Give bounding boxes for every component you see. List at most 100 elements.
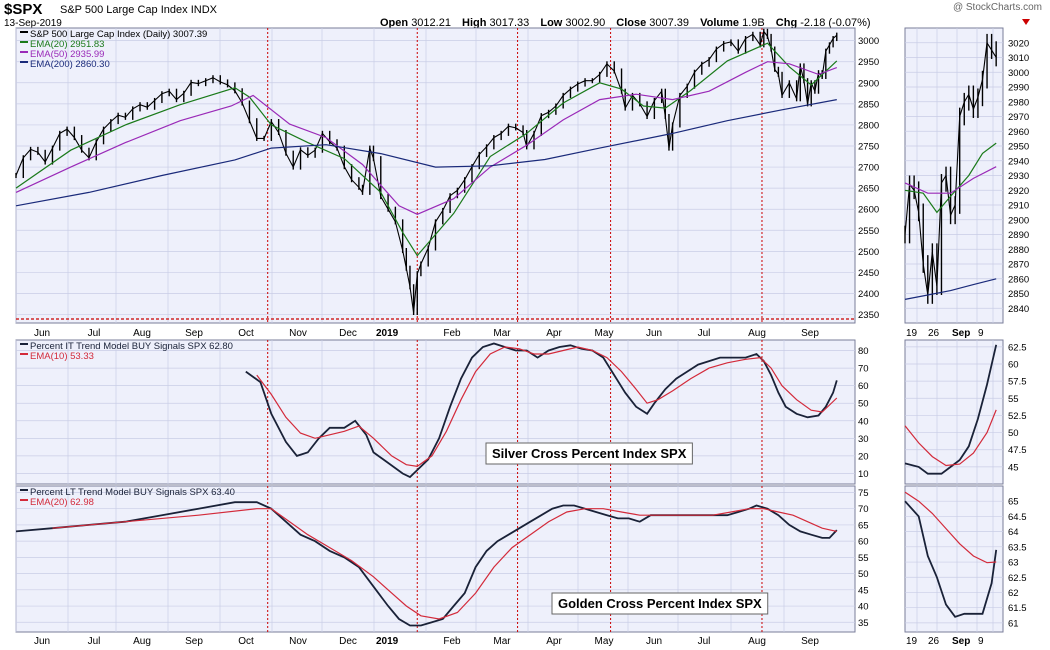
price_zoom-y-tick-label: 2910 — [1008, 201, 1029, 212]
price-ema20-line — [15, 42, 838, 257]
price-y-tick-label: 2950 — [858, 57, 879, 68]
silver_cross-ema-line — [256, 346, 838, 468]
month-label: Sep — [801, 636, 819, 647]
silver_zoom-y-tick-label: 55 — [1008, 394, 1019, 405]
price_zoom-y-tick-label: 2880 — [1008, 245, 1029, 256]
price-legend-swatch — [20, 31, 28, 33]
zoom-date-label: 9 — [978, 636, 984, 647]
price-legend-swatch — [20, 51, 28, 53]
price-legend-swatch — [20, 61, 28, 63]
price_zoom-y-tick-label: 2850 — [1008, 289, 1029, 300]
close-value: 3007.39 — [649, 17, 690, 29]
price_zoom-ema20-line — [904, 142, 997, 214]
golden_cross-signal-line — [15, 501, 838, 627]
silver_cross-panel: 10 20 30 40 50 60 70 80 — [15, 339, 869, 485]
price_zoom-y-tick-label: 2920 — [1008, 186, 1029, 197]
price-ema200-line — [15, 99, 837, 207]
month-label: Aug — [748, 636, 766, 647]
silver_cross-y-tick-label: 80 — [858, 346, 869, 357]
price-ema50-line — [15, 61, 838, 215]
brand-watermark: @ StockCharts.com — [952, 2, 1042, 13]
price_zoom-y-tick-label: 2930 — [1008, 171, 1029, 182]
month-label: Mar — [493, 328, 511, 339]
price_zoom-y-tick-label: 2990 — [1008, 83, 1029, 94]
silver_cross-y-tick-label: 10 — [858, 469, 869, 480]
golden_zoom-y-tick-label: 64 — [1008, 527, 1019, 538]
golden_zoom-plot-area — [904, 485, 1004, 633]
silver_zoom-panel: 45 47.5 50 52.5 55 57.5 60 62.5 — [904, 339, 1027, 485]
golden_zoom-signal-line — [904, 500, 998, 618]
price_zoom-ema50-line — [904, 166, 997, 194]
zoom-date-label: Sep — [952, 328, 970, 339]
quote-bar: Open 3012.21 High 3017.33 Low 3002.90 Cl… — [380, 17, 879, 29]
low-value: 3002.90 — [565, 17, 606, 29]
price_zoom-y-tick-label: 2950 — [1008, 142, 1029, 153]
price-y-tick-label: 2350 — [858, 310, 879, 321]
golden_cross-y-tick-label: 35 — [858, 618, 869, 629]
zoom-date-label: 26 — [928, 328, 940, 339]
month-label: Apr — [546, 636, 562, 647]
month-label: Nov — [289, 328, 307, 339]
price-y-tick-label: 2500 — [858, 247, 879, 258]
month-label: Feb — [443, 636, 461, 647]
month-label: Aug — [133, 636, 151, 647]
price-plot-area — [15, 27, 856, 324]
golden_zoom-y-tick-label: 61.5 — [1008, 603, 1027, 614]
golden_cross-legend-swatch — [20, 489, 28, 491]
silver_zoom-y-tick-label: 47.5 — [1008, 445, 1027, 456]
month-label: Jul — [698, 636, 711, 647]
golden_zoom-y-tick-label: 61 — [1008, 618, 1019, 629]
golden_cross-ema-line — [52, 508, 837, 620]
golden_cross-y-tick-label: 70 — [858, 504, 869, 515]
month-label: Jun — [34, 328, 50, 339]
month-label: 2019 — [376, 328, 399, 339]
month-label: Mar — [493, 636, 511, 647]
price_zoom-ema200-line — [904, 278, 997, 300]
price-y-tick-label: 2600 — [858, 205, 879, 216]
month-label: Sep — [185, 328, 203, 339]
price-y-tick-label: 2650 — [858, 184, 879, 195]
silver_cross-annotation-box — [485, 442, 693, 465]
index-name: S&P 500 Large Cap Index INDX — [60, 4, 217, 16]
month-label: Jul — [88, 328, 101, 339]
price-legend-swatch — [20, 41, 28, 43]
price-price-line — [15, 30, 838, 313]
silver_cross-y-tick-label: 40 — [858, 416, 869, 427]
price-legend-label: EMA(20) 2951.83 — [30, 39, 104, 50]
month-label: Oct — [238, 328, 254, 339]
price-y-tick-label: 2750 — [858, 142, 879, 153]
low-label: Low — [540, 17, 563, 29]
month-label: Jul — [698, 328, 711, 339]
price_zoom-y-tick-label: 2890 — [1008, 230, 1029, 241]
zoom-date-label: 9 — [978, 328, 984, 339]
silver_cross-legend-swatch — [20, 353, 28, 355]
price_zoom-y-tick-label: 2860 — [1008, 274, 1029, 285]
golden_cross-annotation-box — [551, 592, 769, 615]
price-legend-label: S&P 500 Large Cap Index (Daily) 3007.39 — [30, 29, 207, 40]
zoom-date-label: 19 — [906, 328, 918, 339]
month-label: 2019 — [376, 636, 399, 647]
price_zoom-y-tick-label: 2970 — [1008, 112, 1029, 123]
month-label: Aug — [133, 328, 151, 339]
price-y-tick-label: 2700 — [858, 163, 879, 174]
price-y-tick-label: 2400 — [858, 289, 879, 300]
price-y-tick-label: 2800 — [858, 120, 879, 131]
close-label: Close — [616, 17, 647, 29]
price_zoom-y-tick-label: 3020 — [1008, 38, 1029, 49]
price_zoom-y-tick-label: 2940 — [1008, 156, 1029, 167]
silver_zoom-y-tick-label: 50 — [1008, 428, 1019, 439]
price-y-tick-label: 2900 — [858, 78, 879, 89]
golden_zoom-ema-line — [904, 491, 997, 564]
price_zoom-y-tick-label: 2980 — [1008, 97, 1029, 108]
golden_cross-y-tick-label: 60 — [858, 537, 869, 548]
month-label: Sep — [185, 636, 203, 647]
silver_zoom-y-tick-label: 52.5 — [1008, 411, 1027, 422]
golden_cross-y-tick-label: 75 — [858, 488, 869, 499]
month-label: Aug — [748, 328, 766, 339]
open-value: 3012.21 — [411, 17, 451, 29]
silver_cross-y-tick-label: 50 — [858, 399, 869, 410]
month-label: Sep — [801, 328, 819, 339]
price-y-tick-label: 2850 — [858, 99, 879, 110]
